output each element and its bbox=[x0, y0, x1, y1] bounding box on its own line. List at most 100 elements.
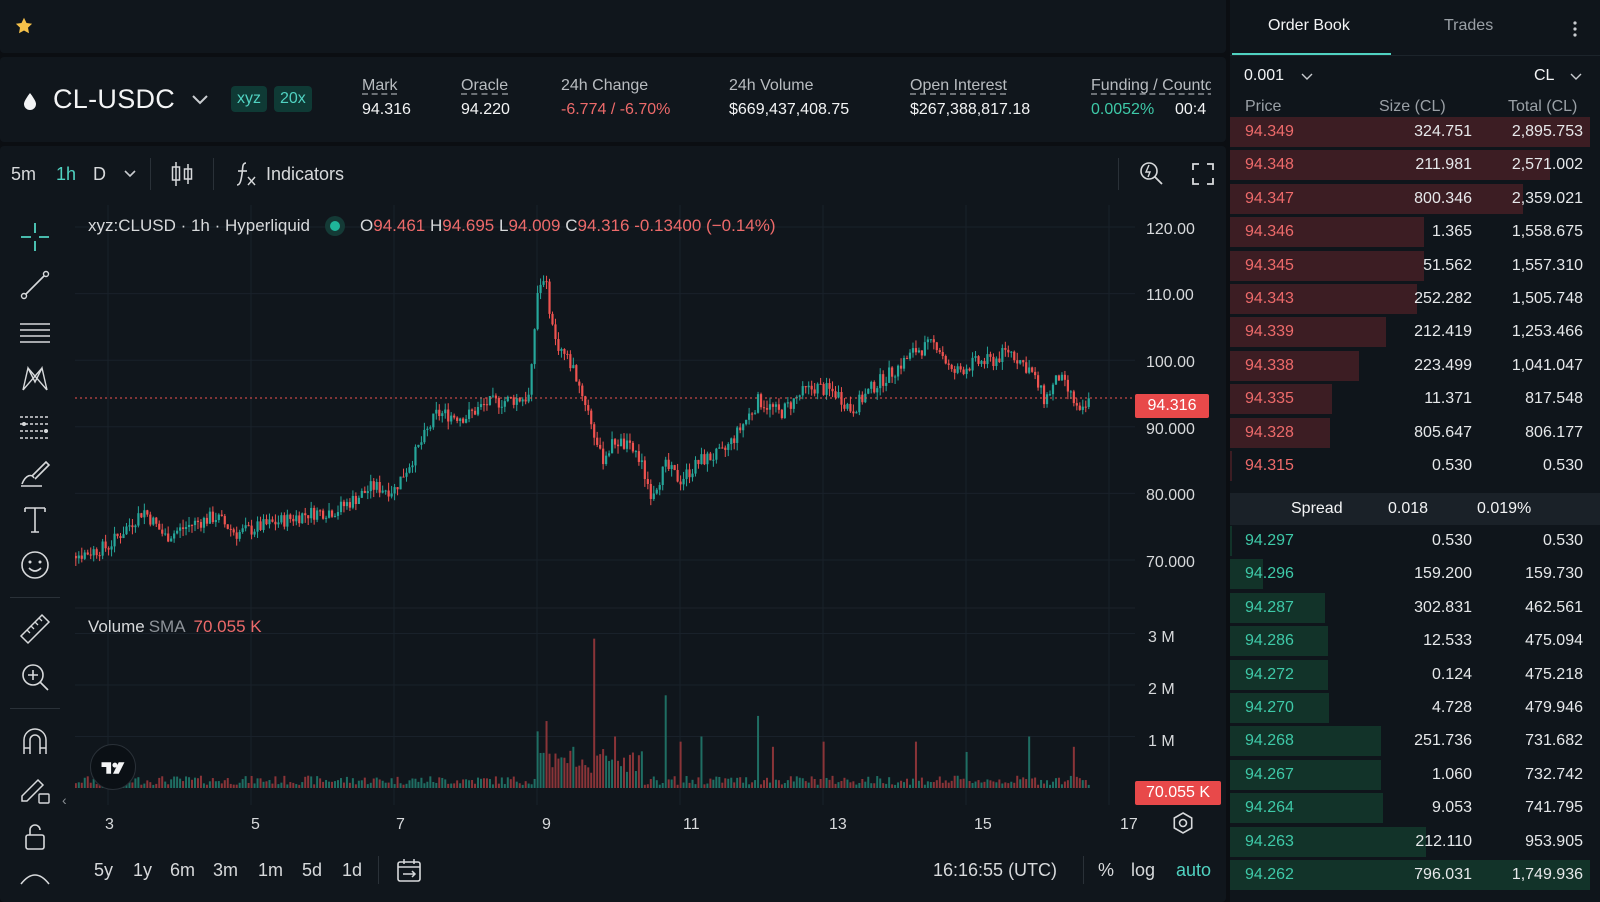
trend-line-icon[interactable] bbox=[18, 268, 52, 302]
volume-bar bbox=[560, 757, 563, 788]
range-6m[interactable]: 6m bbox=[170, 860, 196, 880]
candle-body bbox=[569, 354, 572, 369]
fullscreen-icon[interactable] bbox=[1191, 162, 1215, 186]
candle-body bbox=[643, 460, 646, 480]
candle-body bbox=[488, 396, 492, 406]
chevron-down-icon[interactable] bbox=[190, 92, 210, 106]
pencil-lock-icon[interactable] bbox=[18, 772, 52, 806]
bid-row[interactable]: 94.272 0.124 475.218 bbox=[1230, 659, 1600, 691]
ask-row[interactable]: 94.339 212.419 1,253.466 bbox=[1230, 316, 1600, 348]
ask-row[interactable]: 94.338 223.499 1,041.047 bbox=[1230, 350, 1600, 382]
tick-size-select[interactable]: 0.001 bbox=[1244, 67, 1285, 84]
crosshair-icon[interactable] bbox=[18, 220, 52, 254]
pair-selector[interactable]: CL-USDC bbox=[53, 84, 176, 114]
candle-body bbox=[619, 438, 623, 447]
bid-row[interactable]: 94.286 12.533 475.094 bbox=[1230, 625, 1600, 657]
volume-bar bbox=[414, 778, 417, 788]
depth-bar bbox=[1230, 626, 1328, 657]
candle-body bbox=[268, 519, 271, 525]
ask-row[interactable]: 94.335 11.371 817.548 bbox=[1230, 383, 1600, 415]
volume-bar bbox=[584, 765, 587, 788]
candle-body bbox=[399, 476, 402, 490]
tab-order-book[interactable]: Order Book bbox=[1268, 17, 1350, 34]
candle-body bbox=[426, 428, 429, 430]
price-chart[interactable] bbox=[75, 205, 1135, 825]
calendar-range-icon[interactable] bbox=[396, 857, 422, 883]
lock-icon[interactable] bbox=[18, 820, 52, 854]
volume-bar bbox=[217, 781, 220, 788]
bid-row[interactable]: 94.268 251.736 731.682 bbox=[1230, 725, 1600, 757]
ask-row[interactable]: 94.328 805.647 806.177 bbox=[1230, 417, 1600, 449]
candle-body bbox=[313, 507, 316, 520]
range-3m[interactable]: 3m bbox=[213, 860, 239, 880]
ruler-icon[interactable] bbox=[18, 612, 52, 646]
fib-retracement-icon[interactable] bbox=[18, 410, 52, 444]
bid-row[interactable]: 94.287 302.831 462.561 bbox=[1230, 592, 1600, 624]
range-1y[interactable]: 1y bbox=[133, 860, 153, 880]
utc-clock[interactable]: 16:16:55 (UTC) bbox=[933, 860, 1058, 880]
candle-body bbox=[956, 366, 959, 373]
timeframe-d[interactable]: D bbox=[93, 164, 106, 184]
timeframe-1h[interactable]: 1h bbox=[56, 164, 77, 184]
function-icon[interactable] bbox=[234, 160, 258, 188]
volume-bar bbox=[771, 746, 774, 788]
candle-body bbox=[804, 386, 807, 388]
scroll-left-arrow[interactable]: ‹ bbox=[62, 792, 67, 808]
candle-body bbox=[140, 513, 143, 518]
range-1d[interactable]: 1d bbox=[342, 860, 363, 880]
horizontal-lines-icon[interactable] bbox=[18, 316, 52, 350]
emoji-icon[interactable] bbox=[18, 548, 52, 582]
bid-row[interactable]: 94.267 1.060 732.742 bbox=[1230, 759, 1600, 791]
ask-row[interactable]: 94.346 1.365 1,558.675 bbox=[1230, 216, 1600, 248]
bid-row[interactable]: 94.263 212.110 953.905 bbox=[1230, 826, 1600, 858]
brush-icon[interactable] bbox=[18, 456, 52, 490]
ask-row[interactable]: 94.343 252.282 1,505.748 bbox=[1230, 283, 1600, 315]
tab-trades[interactable]: Trades bbox=[1444, 17, 1494, 34]
volume-bar bbox=[1081, 780, 1084, 788]
candle-body bbox=[739, 427, 742, 431]
text-tool-icon[interactable] bbox=[18, 502, 52, 536]
gear-icon[interactable] bbox=[1171, 811, 1195, 835]
pattern-icon[interactable] bbox=[18, 362, 52, 396]
indicators-button[interactable]: Indicators bbox=[266, 164, 345, 184]
volume-bar bbox=[617, 760, 620, 788]
ask-row[interactable]: 94.347 800.346 2,359.021 bbox=[1230, 183, 1600, 215]
timeframe-5m[interactable]: 5m bbox=[11, 164, 37, 184]
bid-row[interactable]: 94.270 4.728 479.946 bbox=[1230, 692, 1600, 724]
candle-body bbox=[664, 459, 667, 467]
chevron-down-icon[interactable] bbox=[1301, 73, 1313, 81]
ask-row[interactable]: 94.315 0.530 0.530 bbox=[1230, 450, 1600, 482]
candle-body bbox=[217, 514, 220, 521]
log-toggle[interactable]: log bbox=[1131, 860, 1156, 880]
bid-row[interactable]: 94.297 0.530 0.530 bbox=[1230, 525, 1600, 557]
replay-search-icon[interactable] bbox=[1138, 160, 1164, 186]
zoom-in-icon[interactable] bbox=[18, 660, 52, 694]
range-5d[interactable]: 5d bbox=[302, 860, 323, 880]
magnet-icon[interactable] bbox=[18, 724, 52, 758]
more-vertical-icon[interactable] bbox=[1572, 20, 1578, 38]
bid-row[interactable]: 94.262 796.031 1,749.936 bbox=[1230, 859, 1600, 891]
ask-row[interactable]: 94.349 324.751 2,895.753 bbox=[1230, 116, 1600, 148]
ask-row[interactable]: 94.345 51.562 1,557.310 bbox=[1230, 250, 1600, 282]
percent-toggle[interactable]: % bbox=[1098, 860, 1115, 880]
candle-body bbox=[530, 364, 533, 395]
chevron-down-icon[interactable] bbox=[1570, 73, 1582, 81]
open-interest-label: Open Interest bbox=[910, 77, 1007, 94]
chevron-down-icon[interactable] bbox=[124, 170, 136, 178]
bid-row[interactable]: 94.296 159.200 159.730 bbox=[1230, 558, 1600, 590]
bid-row[interactable]: 94.264 9.053 741.795 bbox=[1230, 792, 1600, 824]
range-5y[interactable]: 5y bbox=[94, 860, 114, 880]
funding-label: Funding / Countdown bbox=[1091, 77, 1211, 94]
candle-body bbox=[119, 536, 122, 539]
ask-row[interactable]: 94.348 211.981 2,571.002 bbox=[1230, 149, 1600, 181]
bid-price: 94.267 bbox=[1245, 765, 1294, 783]
candlestick-type-icon[interactable] bbox=[170, 160, 194, 188]
tradingview-logo[interactable] bbox=[90, 744, 136, 790]
auto-toggle[interactable]: auto bbox=[1176, 860, 1212, 880]
star-icon[interactable] bbox=[14, 16, 34, 36]
visibility-icon[interactable] bbox=[18, 866, 52, 886]
unit-select[interactable]: CL bbox=[1534, 67, 1555, 84]
range-1m[interactable]: 1m bbox=[258, 860, 284, 880]
volume-bar bbox=[432, 781, 435, 788]
volume-bar bbox=[688, 782, 691, 788]
